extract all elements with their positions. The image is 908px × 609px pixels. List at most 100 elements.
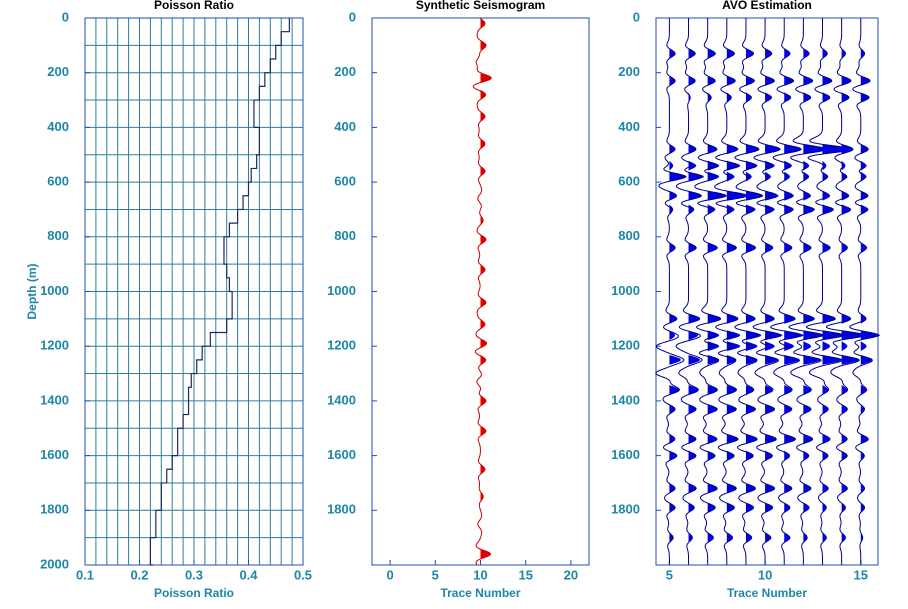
- y-tick-label: 1600: [327, 447, 356, 462]
- wiggle-lobe: [688, 160, 697, 171]
- x-tick-label: 0: [386, 567, 393, 582]
- wiggle-lobe: [480, 338, 487, 349]
- wiggle-lobe: [669, 385, 679, 395]
- wiggle-lobe: [841, 330, 867, 341]
- wiggle-lobe: [669, 483, 676, 494]
- y-tick-label: 1200: [611, 338, 640, 353]
- wiggle-lobe: [784, 75, 794, 86]
- wiggle-lobe: [707, 450, 716, 461]
- wiggle-lobe: [860, 330, 880, 341]
- wiggle-lobe: [860, 75, 871, 86]
- wiggle-lobe: [860, 483, 865, 494]
- wiggle-lobe: [822, 190, 831, 201]
- wiggle-lobe: [745, 404, 756, 415]
- y-tick-label: 1800: [327, 502, 356, 517]
- wiggle-trace: [694, 18, 726, 565]
- wiggle-lobe: [707, 404, 718, 415]
- wiggle-trace: [788, 18, 827, 565]
- wiggle-lobe: [745, 48, 754, 59]
- wiggle-lobe: [745, 385, 754, 395]
- wiggle-lobe: [841, 48, 846, 59]
- wiggle-lobe: [669, 532, 674, 543]
- wiggle-lobe: [765, 404, 775, 415]
- wiggle-trace: [805, 18, 852, 565]
- wiggle-lobe: [765, 48, 772, 59]
- y-tick-label: 400: [47, 119, 69, 134]
- wiggle-lobe: [765, 242, 773, 253]
- wiggle-lobe: [688, 144, 697, 155]
- wiggle-lobe: [765, 385, 773, 395]
- wiggle-lobe: [707, 313, 722, 324]
- wiggle-lobe: [803, 502, 810, 513]
- x-tick-label: 0.5: [294, 567, 312, 582]
- y-tick-label: 600: [618, 174, 640, 189]
- y-tick-label: 800: [334, 228, 356, 243]
- wiggle-lobe: [784, 330, 804, 341]
- y-tick-label: 1600: [611, 447, 640, 462]
- x-axis-label: Trace Number: [440, 586, 520, 600]
- wiggle-lobe: [803, 204, 815, 215]
- wiggle-lobe: [707, 385, 718, 395]
- wiggle-lobe: [765, 502, 773, 513]
- wiggle-lobe: [784, 242, 792, 253]
- wiggle-lobe: [841, 144, 854, 155]
- x-tick-label: 10: [473, 567, 487, 582]
- wiggle-lobe: [784, 354, 800, 365]
- wiggle-lobe: [726, 48, 735, 59]
- y-tick-label: 1400: [327, 392, 356, 407]
- wiggle-lobe: [841, 434, 848, 445]
- chart-title: Poisson Ratio: [154, 0, 234, 12]
- wiggle-lobe: [669, 160, 674, 171]
- wiggle-lobe: [669, 242, 676, 253]
- wiggle-lobe: [822, 483, 829, 494]
- wiggle-lobe: [803, 354, 821, 365]
- wiggle-lobe: [803, 532, 808, 543]
- wiggle-lobe: [841, 502, 846, 513]
- wiggle-lobe: [726, 242, 737, 253]
- wiggle-lobe: [803, 450, 810, 461]
- wiggle-lobe: [784, 502, 790, 513]
- y-tick-label: 1400: [611, 392, 640, 407]
- y-tick-label: 1800: [611, 502, 640, 517]
- wiggle-lobe: [726, 502, 735, 513]
- wiggle-lobe: [803, 190, 812, 201]
- wiggle-lobe: [480, 138, 486, 149]
- wiggle-lobe: [688, 434, 697, 445]
- wiggle-lobe: [841, 532, 846, 543]
- wiggle-lobe: [480, 319, 486, 330]
- wiggle-lobe: [822, 160, 827, 171]
- wiggle-lobe: [726, 434, 739, 445]
- wiggle-lobe: [669, 144, 676, 155]
- wiggle-lobe: [745, 190, 764, 201]
- wiggle-lobe: [822, 502, 827, 513]
- wiggle-lobe: [688, 48, 696, 59]
- x-tick-label: 0.4: [239, 567, 258, 582]
- wiggle-lobe: [765, 434, 777, 445]
- wiggle-lobe: [745, 144, 760, 155]
- wiggle-lobe: [822, 92, 831, 103]
- plot-frame: [371, 17, 590, 566]
- wiggle-lobe: [860, 48, 865, 59]
- wiggle-lobe: [707, 75, 716, 86]
- y-tick-label: 1800: [40, 502, 69, 517]
- wiggle-lobe: [841, 483, 848, 494]
- x-axis-label: Trace Number: [727, 586, 807, 600]
- wiggle-lobe: [480, 354, 486, 365]
- wiggle-lobe: [688, 313, 701, 324]
- wiggle-lobe: [803, 341, 812, 352]
- wiggle-lobe: [688, 330, 699, 341]
- wiggle-lobe: [669, 354, 681, 365]
- x-axis-label: Poisson Ratio: [154, 586, 234, 600]
- wiggle-lobe: [669, 75, 676, 86]
- wiggle-lobe: [480, 426, 486, 436]
- wiggle-lobe: [765, 532, 771, 543]
- wiggle-lobe: [822, 354, 842, 365]
- wiggle-lobe: [745, 341, 758, 352]
- wiggle-lobe: [822, 242, 831, 253]
- wiggle-lobe: [480, 491, 484, 502]
- wiggle-lobe: [803, 434, 813, 445]
- wiggle-lobe: [841, 75, 852, 86]
- y-tick-label: 1000: [611, 283, 640, 298]
